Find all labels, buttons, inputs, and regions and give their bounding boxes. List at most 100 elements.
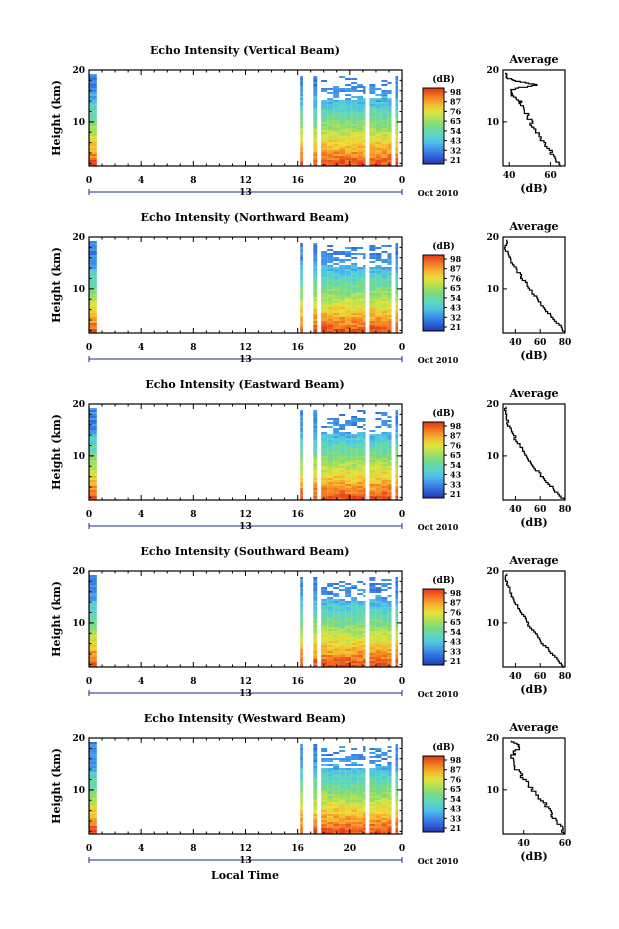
heatmap-cell: [300, 257, 303, 259]
heatmap-cell: [321, 257, 328, 259]
heatmap-cell: [300, 315, 303, 317]
heatmap-cell: [300, 468, 303, 470]
x-tick-label: 0: [86, 510, 92, 520]
heatmap-cell: [345, 607, 352, 609]
colorbar-segment: [423, 651, 444, 654]
heatmap-cell: [313, 470, 318, 472]
heatmap-cell: [395, 118, 399, 120]
heatmap-cell: [333, 434, 340, 436]
heatmap-cell: [363, 756, 366, 758]
heatmap-cell: [321, 615, 328, 617]
heatmap-cell: [313, 245, 318, 247]
heatmap-cell: [387, 438, 392, 440]
heatmap-cell: [375, 476, 382, 478]
heatmap-cell: [387, 158, 392, 160]
heatmap-cell: [313, 810, 318, 812]
colorbar-segment: [423, 158, 444, 161]
heatmap-cell: [339, 782, 346, 784]
heatmap-cell: [345, 627, 352, 629]
heatmap-cell: [381, 631, 388, 633]
colorbar-segment: [423, 627, 444, 630]
heatmap-cell: [387, 325, 392, 327]
heatmap-cell: [339, 251, 346, 253]
heatmap-cell: [369, 651, 376, 653]
heatmap-cell: [357, 253, 364, 255]
heatmap-cell: [89, 792, 97, 794]
heatmap-cell: [321, 591, 328, 593]
heatmap-cell: [363, 301, 366, 303]
heatmap-cell: [363, 88, 366, 90]
heatmap-cell: [357, 315, 364, 317]
heatmap-cell: [313, 80, 318, 82]
heatmap-cell: [395, 96, 399, 98]
heatmap-cell: [300, 247, 303, 249]
y-axis-label: Height (km): [50, 247, 63, 323]
heatmap-cell: [313, 613, 318, 615]
heatmap-cell: [339, 629, 346, 631]
heatmap-cell: [375, 488, 382, 490]
heatmap-cell: [369, 281, 376, 283]
heatmap-cell: [313, 607, 318, 609]
heatmap-cell: [333, 798, 340, 800]
heatmap-cell: [89, 663, 97, 665]
heatmap-cell: [363, 114, 366, 116]
heatmap-cell: [395, 816, 399, 818]
heatmap-cell: [300, 249, 303, 251]
heatmap-cell: [387, 812, 392, 814]
heatmap-cell: [381, 601, 388, 603]
heatmap-cell: [387, 496, 392, 498]
heatmap-cell: [321, 426, 328, 428]
heatmap-cell: [375, 452, 382, 454]
heatmap-cell: [363, 474, 366, 476]
heatmap-cell: [395, 643, 399, 645]
heatmap-cell: [351, 146, 358, 148]
heatmap-cell: [313, 581, 318, 583]
heatmap-cell: [381, 804, 388, 806]
heatmap-cell: [381, 128, 388, 130]
heatmap-cell: [395, 452, 399, 454]
heatmap-cell: [89, 313, 97, 315]
heatmap-cell: [333, 619, 340, 621]
heatmap-cell: [363, 498, 366, 500]
heatmap-cell: [327, 450, 334, 452]
heatmap-cell: [89, 120, 97, 122]
heatmap-cell: [321, 657, 328, 659]
heatmap-cell: [339, 828, 346, 830]
x-tick-label: 0: [86, 844, 92, 854]
heatmap-cell: [369, 611, 376, 613]
colorbar-segment: [423, 299, 444, 302]
heatmap-cell: [300, 442, 303, 444]
heatmap-cell: [313, 746, 318, 748]
heatmap-cell: [387, 498, 392, 500]
heatmap-cell: [395, 625, 399, 627]
heatmap-cell: [351, 758, 358, 760]
heatmap-cell: [375, 498, 382, 500]
heatmap-cell: [351, 643, 358, 645]
heatmap-cell: [300, 464, 303, 466]
heatmap-cell: [313, 621, 318, 623]
heatmap-cell: [321, 472, 328, 474]
heatmap-cell: [375, 120, 382, 122]
heatmap-cell: [345, 478, 352, 480]
heatmap-cell: [89, 488, 97, 490]
heatmap-cell: [387, 452, 392, 454]
average-x-tick-label: 40: [503, 171, 516, 181]
colorbar-segment: [423, 295, 444, 298]
heatmap-cell: [339, 760, 346, 762]
heatmap-cell: [395, 629, 399, 631]
heatmap-cell: [300, 299, 303, 301]
heatmap-cell: [363, 832, 366, 834]
heatmap-cell: [327, 470, 334, 472]
heatmap-cell: [339, 132, 346, 134]
heatmap-cell: [300, 579, 303, 581]
heatmap-cell: [381, 639, 388, 641]
heatmap-cell: [339, 154, 346, 156]
heatmap-cell: [357, 476, 364, 478]
heatmap-cell: [89, 750, 97, 752]
heatmap-cell: [339, 253, 346, 255]
heatmap-cell: [89, 645, 97, 647]
heatmap-cell: [351, 613, 358, 615]
heatmap-cell: [321, 798, 328, 800]
heatmap-cell: [313, 138, 318, 140]
heatmap-cell: [321, 792, 328, 794]
